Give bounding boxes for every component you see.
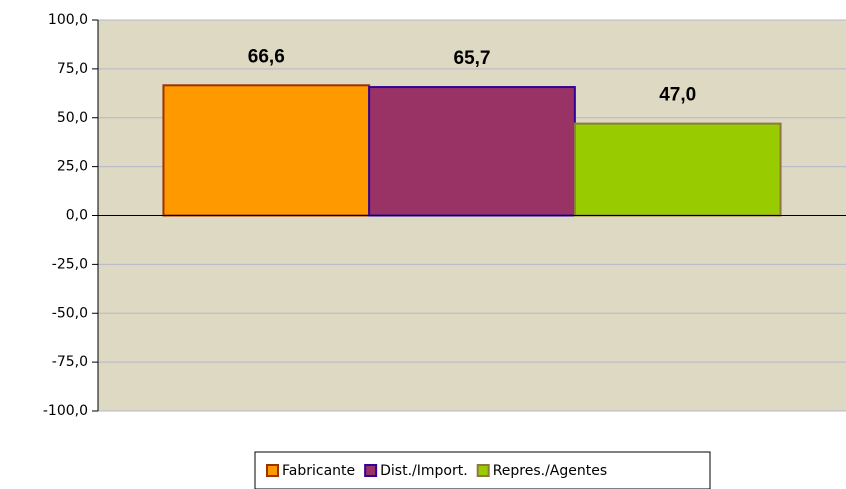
y-tick-label: 25,0 [57,159,88,175]
y-tick-label: -75,0 [52,354,88,370]
y-tick-label: 0,0 [66,208,88,224]
legend-label: Dist./Import. [380,463,468,479]
legend-marker [364,464,378,477]
y-tick-label: 75,0 [57,61,88,77]
data-label: 65,7 [454,48,491,69]
legend-marker [266,464,279,477]
y-tick-label: -100,0 [43,403,88,419]
data-label: 66,6 [248,46,285,67]
legend-marker [476,464,490,477]
bar [368,86,576,217]
y-tick-label: -50,0 [52,305,88,321]
bar [573,122,782,217]
y-tick-label: 100,0 [48,12,88,28]
legend-label: Fabricante [282,463,355,479]
y-tick-label: -25,0 [52,256,88,272]
data-label: 47,0 [659,85,696,106]
y-tick-label: 50,0 [57,110,88,126]
legend-label: Repres./Agentes [493,463,607,479]
bar [162,84,371,217]
